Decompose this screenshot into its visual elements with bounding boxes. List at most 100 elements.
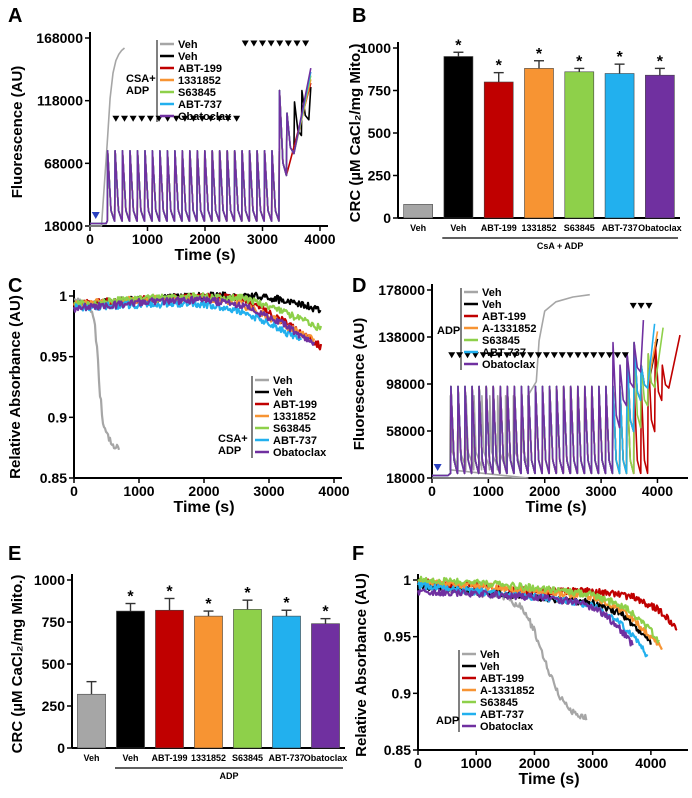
category-label: Veh	[83, 753, 99, 763]
x-tick-label: 1000	[132, 231, 163, 247]
bar	[403, 204, 433, 219]
pulse-arrow	[276, 40, 284, 47]
x-tick-label: 3000	[586, 483, 617, 499]
series-line-6	[432, 320, 645, 477]
pulse-arrow	[519, 352, 527, 359]
legend-entry: S63845	[273, 423, 311, 435]
x-tick-label: 1000	[461, 755, 492, 771]
pulse-arrow	[503, 352, 511, 359]
condition-note: CSA+	[126, 73, 156, 85]
pulse-arrow	[566, 352, 574, 359]
pulse-arrow	[613, 352, 621, 359]
significance-star: *	[536, 46, 543, 63]
pulse-arrow	[590, 352, 598, 359]
y-tick-label: 18000	[386, 470, 425, 486]
significance-star: *	[496, 58, 503, 75]
y-axis-label: CRC (µM CaCl₂/mg Mito.)	[347, 44, 364, 223]
condition-note: CSA+	[218, 433, 248, 445]
bar	[155, 609, 184, 749]
significance-star: *	[455, 37, 462, 54]
y-tick-label: 1	[59, 288, 67, 304]
y-tick-label: 0.85	[40, 470, 67, 486]
x-tick-label: 2000	[529, 483, 560, 499]
legend-entry: ABT-737	[273, 435, 317, 447]
panel-label-A: A	[8, 5, 22, 27]
y-tick-label: 0.85	[384, 742, 411, 758]
legend-entry: ABT-737	[178, 99, 222, 111]
legend: VehVehABT-1991331852S63845ABT-737Obatocl…	[156, 39, 232, 123]
category-label: Veh	[122, 753, 138, 763]
legend-entry: ABT-737	[482, 347, 526, 359]
pulse-arrow	[479, 352, 487, 359]
legend-entry: Veh	[273, 375, 293, 387]
legend-entry: ABT-199	[480, 673, 524, 685]
x-tick-label: 2000	[189, 231, 220, 247]
x-axis-label: Time (s)	[173, 499, 234, 516]
x-axis-label: CsA + ADP	[537, 241, 584, 251]
x-tick-label: 3000	[253, 483, 284, 499]
pulse-arrow	[207, 115, 215, 122]
condition-note: ADP	[218, 445, 241, 457]
bar	[483, 81, 514, 219]
y-tick-label: 178000	[378, 282, 425, 298]
injection-arrow-blue	[433, 464, 442, 471]
pulse-arrow	[621, 352, 629, 359]
x-tick-label: 1000	[123, 483, 154, 499]
pulse-arrow	[582, 352, 590, 359]
legend-entry: A-1331852	[480, 685, 534, 697]
pulse-arrow	[495, 352, 503, 359]
y-tick-label: 98000	[386, 376, 425, 392]
significance-star: *	[322, 604, 329, 621]
pulse-arrow	[112, 115, 120, 122]
y-tick-label: 118000	[37, 93, 83, 109]
pulse-arrow	[629, 302, 637, 309]
category-label: 1331852	[191, 753, 226, 763]
y-tick-label: 750	[368, 83, 392, 99]
panel-E: E CRC (µM CaCl₂/mg Mito.) 0 250 500 750 1000 Ve…	[8, 543, 347, 781]
y-tick-label: 500	[368, 125, 392, 141]
category-label: S63845	[232, 753, 263, 763]
legend-entry: Veh	[178, 39, 198, 51]
legend-entry: Obatoclax	[273, 447, 327, 459]
series-line-4	[417, 575, 660, 644]
legend-entry: Obatoclax	[178, 111, 232, 123]
pulse-arrow	[198, 115, 206, 122]
legend: VehVehABT-1991331852S63845ABT-737Obatocl…	[251, 375, 327, 459]
legend-entry: 1331852	[178, 75, 221, 87]
condition-note: ADP	[436, 715, 459, 727]
significance-star: *	[283, 595, 290, 612]
y-tick-label: 68000	[44, 155, 83, 171]
legend-entry: Obatoclax	[482, 359, 536, 371]
condition-note: ADP	[126, 85, 149, 97]
pulse-arrow	[224, 115, 232, 122]
x-tick-label: 2000	[188, 483, 219, 499]
bar	[524, 68, 554, 219]
y-tick-label: 0	[383, 210, 391, 226]
x-tick-label: 4000	[304, 231, 335, 247]
x-tick-label: 0	[414, 755, 422, 771]
category-label: Veh	[450, 223, 466, 233]
pulse-arrow	[284, 40, 292, 47]
pulse-arrow	[164, 115, 172, 122]
series-line-0	[89, 47, 126, 227]
legend-entry: Veh	[482, 299, 502, 311]
category-label: S63845	[564, 223, 595, 233]
significance-star: *	[205, 596, 212, 613]
significance-star: *	[657, 53, 664, 70]
pulse-arrow	[637, 302, 645, 309]
bar	[272, 615, 301, 749]
y-axis-label: Fluorescence (AU)	[351, 318, 368, 451]
series-group	[416, 575, 678, 721]
panel-label-E: E	[8, 543, 21, 565]
y-tick-label: 750	[42, 614, 66, 630]
pulse-arrow	[511, 352, 519, 359]
pulse-arrow	[645, 302, 653, 309]
legend-entry: Veh	[178, 51, 198, 63]
pulse-arrow	[464, 352, 472, 359]
pulse-arrow	[121, 115, 128, 122]
category-label: Veh	[410, 223, 426, 233]
bar	[311, 623, 340, 749]
panel-F: F Relative Absorbance (AU) 0.85 0.9 0.95 1 0 10…	[352, 543, 688, 788]
pulse-arrow	[233, 115, 241, 122]
pulse-arrow	[598, 352, 606, 359]
